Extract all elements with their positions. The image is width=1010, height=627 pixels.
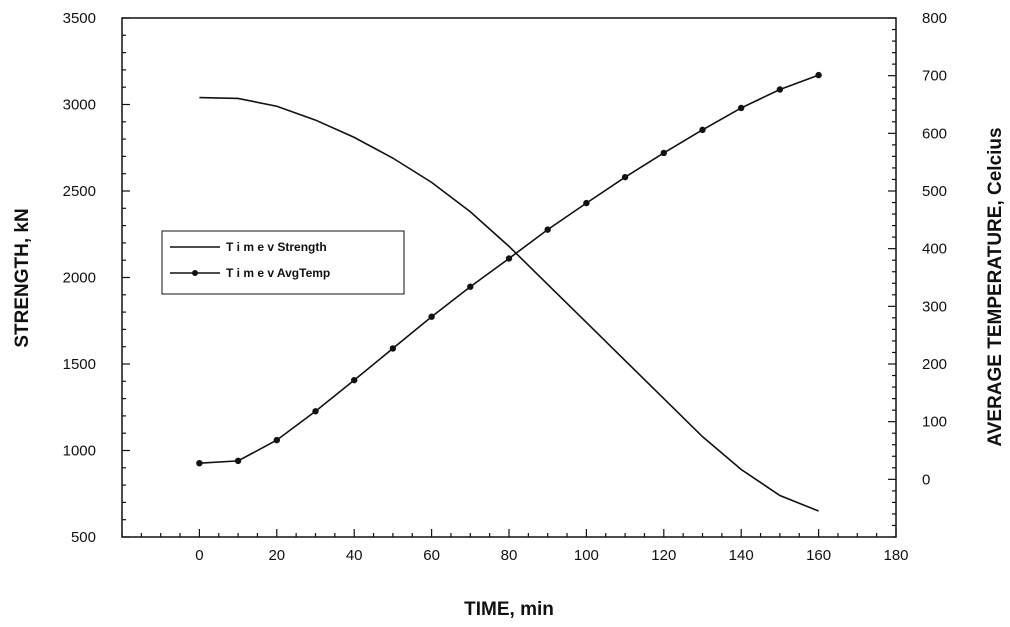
legend-strength-label: T i m e v Strength xyxy=(226,240,327,254)
y2-axis-title: AVERAGE TEMPERATURE, Celcius xyxy=(985,127,1006,446)
y2-tick-label: 600 xyxy=(922,125,947,142)
x-tick-label: 120 xyxy=(651,547,676,564)
legend-avgtemp-label: T i m e v AvgTemp xyxy=(226,266,330,280)
y-axis-title: STRENGTH, kN xyxy=(12,208,33,347)
x-tick-label: 140 xyxy=(729,547,754,564)
x-tick-label: 160 xyxy=(806,547,831,564)
avgtemp-data-point xyxy=(312,408,319,415)
y-tick-label: 3000 xyxy=(63,97,96,114)
y2-tick-label: 100 xyxy=(922,414,947,431)
avgtemp-data-point xyxy=(196,459,203,467)
y-tick-label: 1000 xyxy=(63,443,96,460)
avgtemp-data-point xyxy=(621,173,629,181)
x-tick-label: 60 xyxy=(423,547,440,564)
avgtemp-data-point xyxy=(273,436,280,444)
avgtemp-data-point xyxy=(699,126,706,134)
avgtemp-data-point xyxy=(660,149,667,157)
y2-tick-label: 400 xyxy=(922,241,947,258)
y2-tick-label: 0 xyxy=(922,471,930,488)
y-tick-label: 1500 xyxy=(63,356,96,373)
legend-box xyxy=(161,230,405,295)
avgtemp-data-point xyxy=(428,313,435,320)
axis-ticks xyxy=(121,17,897,538)
legend: T i m e v Strength T i m e v AvgTemp xyxy=(161,230,405,295)
avgtemp-data-point xyxy=(351,376,358,384)
x-tick-label: 100 xyxy=(574,547,599,564)
avgtemp-data-point xyxy=(815,71,822,79)
axis-tick-labels: 0 20 40 60 80 100 120 140 160 1805001000150020002… xyxy=(63,10,947,564)
x-axis-title: TIME, min xyxy=(464,599,554,620)
y2-tick-label: 300 xyxy=(922,298,947,315)
avgtemp-data-point xyxy=(389,345,397,352)
y2-tick-label: 500 xyxy=(922,183,947,200)
y2-tick-label: 700 xyxy=(922,68,947,85)
y-tick-label: 2000 xyxy=(63,270,96,287)
y-tick-label: 3500 xyxy=(63,10,96,27)
y2-tick-label: 200 xyxy=(922,356,947,373)
y-tick-label: 500 xyxy=(71,529,96,546)
legend-avgtemp-marker xyxy=(192,270,198,276)
avgtemp-data-point xyxy=(776,86,784,93)
x-tick-label: 80 xyxy=(501,547,518,564)
series-markers xyxy=(196,71,822,467)
x-tick-label: 180 xyxy=(883,547,908,564)
x-tick-label: 40 xyxy=(346,547,363,564)
avgtemp-data-point xyxy=(467,283,474,290)
avgtemp-data-point xyxy=(738,104,745,112)
x-tick-label: 20 xyxy=(268,547,285,564)
avgtemp-data-point xyxy=(583,199,590,207)
avgtemp-data-point xyxy=(234,457,242,465)
avgtemp-data-point xyxy=(544,226,551,233)
y2-tick-label: 800 xyxy=(922,10,947,27)
x-tick-label: 0 xyxy=(195,547,203,564)
series-line-strength xyxy=(199,96,819,512)
y-tick-label: 2500 xyxy=(63,183,96,200)
avgtemp-data-point xyxy=(505,255,513,262)
